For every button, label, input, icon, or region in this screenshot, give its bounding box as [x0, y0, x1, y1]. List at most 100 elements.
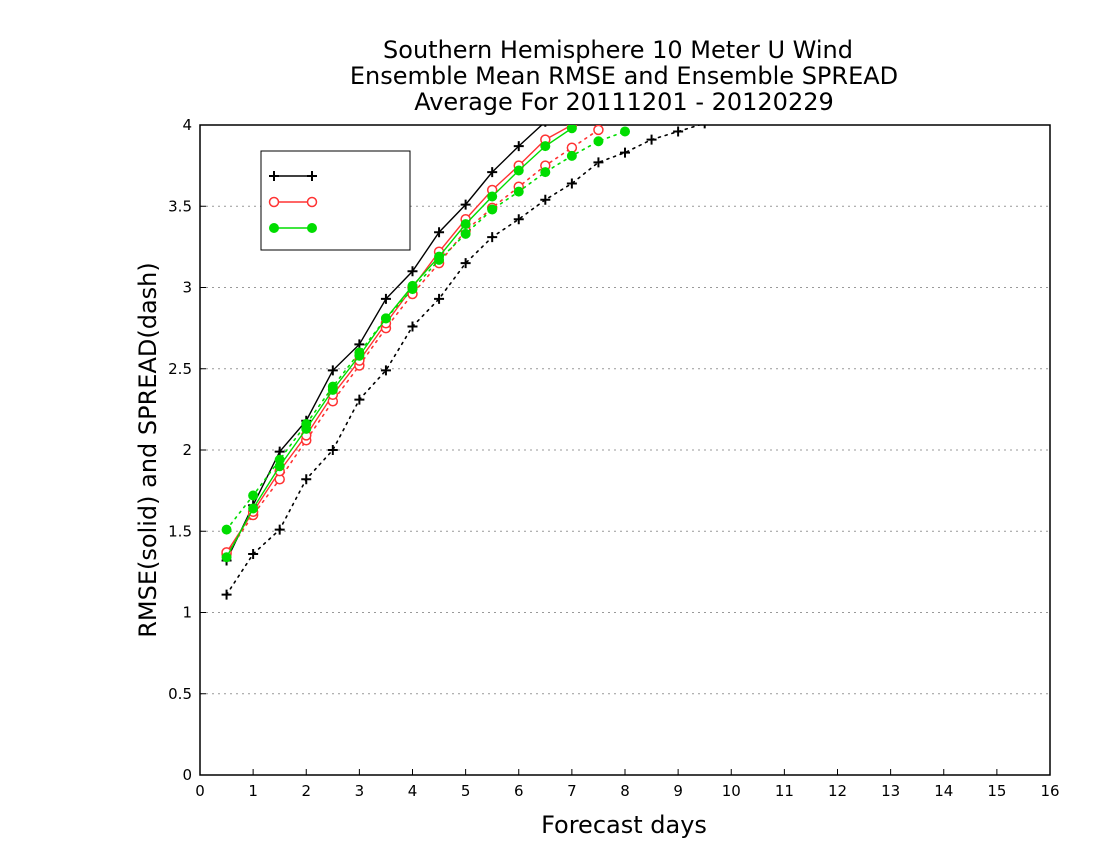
series-1-rmse-point — [380, 293, 391, 304]
y-tick-label: 3.5 — [168, 197, 192, 215]
series-3-spread-point — [460, 228, 471, 239]
x-tick-label: 7 — [567, 782, 577, 800]
series-3-rmse-point — [540, 141, 551, 152]
x-tick-label: 9 — [673, 782, 683, 800]
y-tick-label: 2.5 — [168, 360, 192, 378]
series-1-rmse-point — [487, 167, 498, 178]
series-clipped — [221, 125, 706, 600]
x-tick-label: 0 — [195, 782, 205, 800]
series-3-rmse-point — [407, 280, 418, 291]
legend-entry-2 — [268, 196, 318, 208]
series-1-spread-point — [487, 232, 498, 243]
x-tick-label: 2 — [301, 782, 311, 800]
series-1-spread-point — [354, 394, 365, 405]
legend-entry-1 — [269, 171, 317, 181]
axes: 0 1 2 3 4 5 6 7 8 9 10 11 12 13 14 15 1600.511.522.533.5… — [168, 116, 1059, 800]
y-tick-label: 3 — [182, 279, 192, 297]
series-3-rmse-point — [301, 423, 312, 434]
series-3 — [221, 125, 630, 563]
legend-marker-end — [306, 196, 318, 208]
series-3-spread-point — [221, 524, 232, 535]
series-1-spread-point — [327, 445, 338, 455]
y-tick-label: 1 — [182, 604, 192, 622]
y-tick-label: 1.5 — [168, 522, 192, 540]
x-tick-label: 6 — [514, 782, 524, 800]
series-1-spread-point — [646, 134, 657, 145]
legend — [260, 150, 411, 251]
series-3-rmse-point — [221, 552, 232, 563]
legend-marker-end — [307, 223, 317, 233]
x-tick-label: 14 — [934, 782, 953, 800]
series-1-spread-point — [460, 258, 471, 269]
series-layer — [221, 125, 706, 600]
series-1-spread-point — [620, 147, 630, 158]
series-2-spread-line — [225, 129, 600, 555]
series-3-spread-point — [540, 167, 551, 178]
series-1-rmse-point — [434, 227, 445, 238]
x-tick-label: 4 — [408, 782, 418, 800]
series-1-spread-point — [593, 157, 604, 168]
series-1-spread-point — [434, 293, 445, 304]
series-3-rmse-point — [274, 461, 285, 472]
series-3-rmse-point — [460, 219, 471, 230]
series-3-spread-line — [225, 130, 626, 531]
x-tick-label: 1 — [248, 782, 258, 800]
legend-box — [260, 150, 411, 251]
x-tick-label: 16 — [1040, 782, 1059, 800]
x-tick-label: 13 — [881, 782, 900, 800]
series-3-rmse-point — [248, 503, 259, 514]
series-1-spread-point — [540, 194, 551, 205]
series-3-rmse-point — [487, 191, 498, 202]
x-tick-label: 15 — [987, 782, 1006, 800]
series-1-spread-point — [703, 125, 706, 129]
x-tick-label: 12 — [828, 782, 847, 800]
series-3-rmse-point — [380, 313, 391, 324]
y-tick-label: 4 — [182, 116, 192, 134]
series-3-spread-point — [487, 204, 498, 215]
series-3-rmse-point — [354, 350, 365, 361]
title-line-2: Ensemble Mean RMSE and Ensemble SPREAD — [350, 62, 898, 90]
x-tick-label: 5 — [461, 782, 471, 800]
x-tick-label: 11 — [775, 782, 794, 800]
series-3-spread-point — [566, 150, 577, 161]
series-1-spread-point — [673, 126, 684, 137]
series-1-rmse-point — [460, 199, 471, 210]
legend-entry-3 — [269, 223, 317, 233]
y-axis-label: RMSE(solid) and SPREAD(dash) — [134, 262, 162, 638]
series-3-rmse-point — [566, 125, 577, 134]
series-1-spread-point — [274, 524, 285, 535]
series-1-spread-point — [407, 321, 418, 332]
chart-title: Southern Hemisphere 10 Meter U Wind Ense… — [350, 36, 898, 116]
series-3-rmse-point — [513, 165, 524, 176]
series-3-rmse-point — [327, 384, 338, 395]
series-1-rmse-point — [327, 365, 338, 376]
title-line-1: Southern Hemisphere 10 Meter U Wind — [383, 36, 853, 64]
series-3-rmse-point — [434, 251, 445, 262]
series-1-spread-point — [221, 589, 232, 600]
x-tick-label: 3 — [355, 782, 365, 800]
series-1-spread-point — [248, 549, 259, 559]
y-tick-label: 2 — [182, 441, 192, 459]
series-1-spread-point — [380, 365, 391, 376]
x-tick-label: 8 — [620, 782, 630, 800]
series-1-rmse-point — [513, 141, 524, 152]
series-3-spread-point — [513, 186, 524, 197]
legend-marker-start — [268, 196, 280, 208]
series-1-spread-point — [566, 178, 577, 189]
series-3-spread-point — [620, 126, 630, 137]
legend-marker-start — [269, 171, 279, 181]
legend-marker-end — [307, 171, 317, 181]
legend-marker-start — [269, 223, 279, 233]
series-1-rmse-point — [544, 125, 547, 127]
series-3-spread-point — [248, 490, 259, 501]
x-axis-label: Forecast days — [541, 811, 707, 839]
series-1-rmse-point — [407, 266, 418, 277]
series-1-spread-point — [513, 214, 524, 225]
series-3-spread-point — [593, 136, 604, 147]
x-tick-label: 10 — [722, 782, 741, 800]
y-tick-label: 0.5 — [168, 685, 192, 703]
y-tick-label: 0 — [182, 766, 192, 784]
